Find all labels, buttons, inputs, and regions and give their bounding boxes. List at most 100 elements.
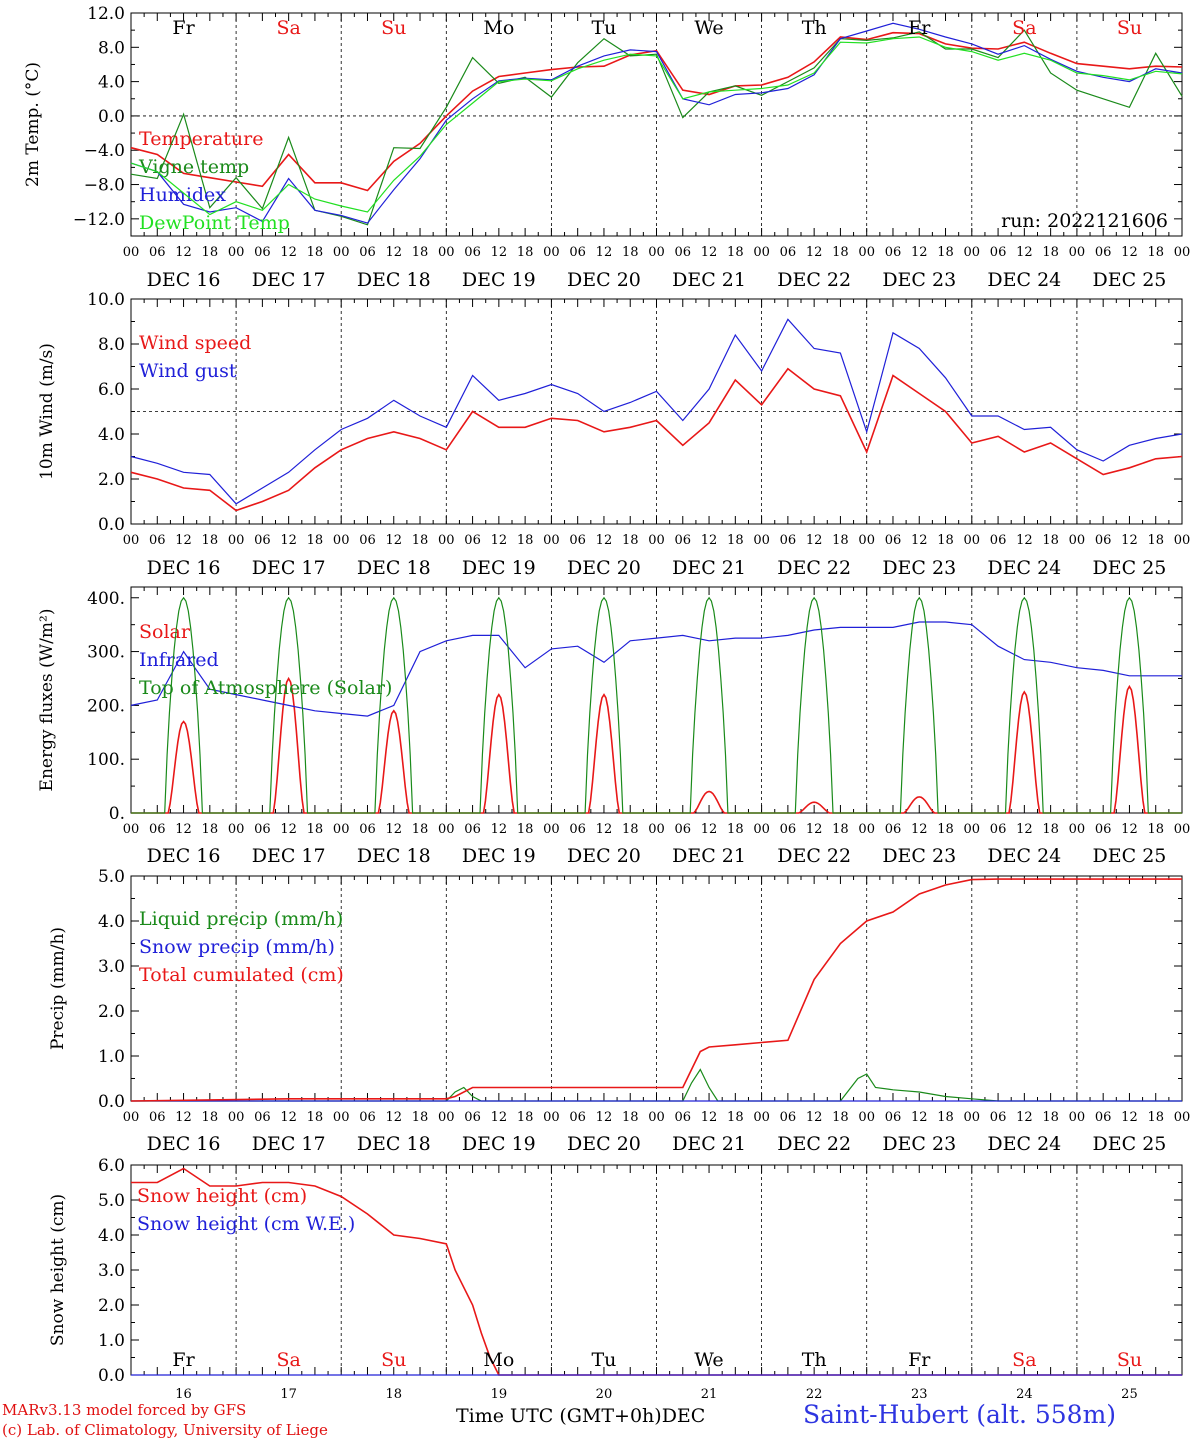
x-hour-label: 12 <box>1016 245 1033 260</box>
y-tick-label: 2.0 <box>98 1002 125 1022</box>
day-name: Mo <box>483 1349 514 1371</box>
x-hour-label: 18 <box>517 245 534 260</box>
x-hour-label: 12 <box>806 533 823 548</box>
day-number: 16 <box>175 1387 192 1402</box>
x-date-label: DEC 19 <box>462 1133 536 1155</box>
x-hour-label: 06 <box>885 533 902 548</box>
x-date-label: DEC 21 <box>672 845 746 867</box>
x-date-label: DEC 24 <box>987 845 1061 867</box>
x-hour-label: 00 <box>753 245 770 260</box>
x-hour-label: 18 <box>202 245 219 260</box>
y-tick-label: −12.0 <box>73 210 125 230</box>
x-hour-label: 18 <box>202 533 219 548</box>
x-hour-label: 00 <box>438 1110 455 1125</box>
x-hour-label: 00 <box>1174 245 1191 260</box>
x-date-label: DEC 22 <box>777 557 851 579</box>
x-hour-label: 12 <box>385 822 402 837</box>
x-hour-label: 12 <box>280 1110 297 1125</box>
x-hour-label: 18 <box>307 245 324 260</box>
legend-entry: Wind speed <box>139 332 251 354</box>
legend-entry: Infrared <box>139 649 219 671</box>
x-hour-label: 12 <box>911 245 928 260</box>
x-date-label: DEC 21 <box>672 1133 746 1155</box>
x-hour-label: 00 <box>1069 822 1086 837</box>
x-hour-label: 06 <box>885 245 902 260</box>
x-hour-label: 00 <box>228 533 245 548</box>
x-hour-label: 00 <box>333 245 350 260</box>
y-tick-label: 1.0 <box>98 1047 125 1067</box>
x-hour-label: 18 <box>1042 245 1059 260</box>
y-tick-label: 4.0 <box>98 425 125 445</box>
day-number: 20 <box>596 1387 613 1402</box>
legend-entry: Total cumulated (cm) <box>139 964 344 986</box>
series-line <box>130 22 1183 224</box>
run-label: run: 2022121606 <box>1001 210 1168 232</box>
x-hour-label: 12 <box>911 533 928 548</box>
x-hour-label: 18 <box>832 245 849 260</box>
model-credit-line2: (c) Lab. of Climatology, University of L… <box>2 1421 328 1439</box>
day-name: Th <box>802 1349 827 1371</box>
x-hour-label: 12 <box>596 533 613 548</box>
x-hour-label: 12 <box>1016 1110 1033 1125</box>
series-line <box>130 31 1183 192</box>
x-hour-label: 18 <box>412 245 429 260</box>
y-axis-label: Energy fluxes (W/m²) <box>37 609 57 792</box>
x-date-label: DEC 19 <box>462 845 536 867</box>
x-hour-label: 12 <box>596 1110 613 1125</box>
x-hour-label: 00 <box>228 822 245 837</box>
x-date-label: DEC 18 <box>357 557 431 579</box>
y-tick-label: 4.0 <box>98 1226 125 1246</box>
y-tick-label: 100. <box>87 750 125 770</box>
panel-5: 0.0 1.0 2.0 3.0 4.0 5.0 6.0 Snow height (cm) Sno… <box>48 1156 1183 1402</box>
x-hour-label: 00 <box>333 533 350 548</box>
series-line <box>130 318 1183 505</box>
x-hour-label: 00 <box>438 245 455 260</box>
x-hour-label: 18 <box>202 822 219 837</box>
day-name: Su <box>1117 17 1142 39</box>
x-hour-label: 06 <box>990 533 1007 548</box>
x-date-label: DEC 21 <box>672 269 746 291</box>
x-hour-label: 00 <box>964 533 981 548</box>
legend-entry: Vigne temp <box>138 156 249 178</box>
x-hour-label: 06 <box>990 822 1007 837</box>
x-date-label: DEC 24 <box>987 557 1061 579</box>
x-hour-label: 18 <box>727 533 744 548</box>
x-hour-label: 00 <box>438 822 455 837</box>
x-hour-label: 00 <box>648 822 665 837</box>
x-hour-label: 00 <box>228 1110 245 1125</box>
time-axis-text: Time UTC (GMT+0h) <box>456 1405 662 1427</box>
y-tick-label: 8.0 <box>98 335 125 355</box>
series-line <box>130 29 1183 226</box>
x-hour-label: 00 <box>1069 245 1086 260</box>
x-hour-label: 06 <box>1095 245 1112 260</box>
x-hour-label: 12 <box>491 245 508 260</box>
y-tick-label: −8.0 <box>84 176 125 196</box>
x-hour-label: 18 <box>412 822 429 837</box>
x-hour-label: 12 <box>175 245 192 260</box>
x-hour-label: 18 <box>622 245 639 260</box>
x-hour-label: 18 <box>1147 245 1164 260</box>
x-hour-label: 18 <box>832 533 849 548</box>
day-number: 25 <box>1121 1387 1138 1402</box>
y-axis-label: 2m Temp. (°C) <box>23 62 43 187</box>
x-hour-label: 06 <box>254 822 271 837</box>
day-name: Th <box>802 17 827 39</box>
x-hour-label: 12 <box>911 822 928 837</box>
y-tick-label: 10.0 <box>87 290 125 310</box>
x-hour-label: 00 <box>543 245 560 260</box>
x-hour-label: 06 <box>464 533 481 548</box>
x-date-label: DEC 23 <box>882 269 956 291</box>
y-tick-label: 0. <box>109 804 125 824</box>
legend-entry: Temperature <box>139 128 263 150</box>
series-line <box>130 367 1183 512</box>
x-hour-label: 00 <box>228 245 245 260</box>
legend-entry: Snow height (cm W.E.) <box>137 1213 355 1235</box>
x-hour-label: 00 <box>753 533 770 548</box>
x-hour-label: 06 <box>675 822 692 837</box>
y-tick-label: 200. <box>87 696 125 716</box>
x-hour-label: 00 <box>1069 533 1086 548</box>
x-date-label: DEC 20 <box>567 845 641 867</box>
x-hour-label: 06 <box>780 533 797 548</box>
x-date-label: DEC 25 <box>1093 1133 1167 1155</box>
x-hour-label: 00 <box>123 822 140 837</box>
